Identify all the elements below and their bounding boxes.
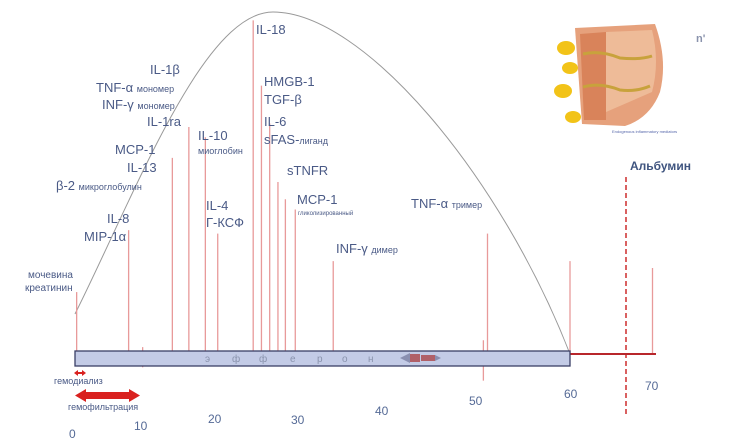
label-urea: мочевина <box>28 270 73 281</box>
label-stnfr: sTNFR <box>287 163 328 178</box>
membrane-pore-illustration: n' Endogenous inflammatory mediators <box>554 24 706 134</box>
label-infg-monomer: INF-γ мономер <box>102 97 175 112</box>
track-letter: ф <box>259 353 267 365</box>
track-letter: р <box>317 354 323 365</box>
inset-caption: Endogenous inflammatory mediators <box>612 129 677 134</box>
mediator-labels: мочевина креатинин IL-8 MIP-1α β-2 микро… <box>25 22 691 294</box>
label-il1ra: IL-1ra <box>147 114 182 129</box>
axis-tick-labels: 0 10 20 30 40 50 60 70 <box>69 379 659 438</box>
label-b2m: β-2 микроглобулин <box>56 178 142 193</box>
label-myoglobin: миоглобин <box>198 146 243 156</box>
label-tgfb: TGF-β <box>264 92 302 107</box>
label-il10: IL-10 <box>198 128 228 143</box>
label-mcp1: MCP-1 <box>115 142 155 157</box>
tick-label: 10 <box>134 419 148 433</box>
tick-label: 40 <box>375 404 389 418</box>
marker-lines <box>76 20 654 381</box>
tick-label: 20 <box>208 412 222 426</box>
label-infg-dimer: INF-γ димер <box>336 241 398 256</box>
label-tnfa-trimer: TNF-α тример <box>411 196 482 211</box>
label-mcp1-glyco: MCP-1 <box>297 192 337 207</box>
tick-label: 70 <box>645 379 659 393</box>
label-albumin: Альбумин <box>630 159 691 173</box>
hemofiltration-label: гемофильтрация <box>68 402 138 412</box>
tick-label: 0 <box>69 427 76 438</box>
track-letter: н <box>368 354 374 365</box>
hemofiltration-arrow <box>75 389 140 402</box>
label-creatinine: креатинин <box>25 283 73 294</box>
label-il8: IL-8 <box>107 211 129 226</box>
label-mip1a: MIP-1α <box>84 229 127 244</box>
track-letter: е <box>290 354 296 365</box>
label-tnfa-monomer: TNF-α мономер <box>96 80 174 95</box>
label-il6: IL-6 <box>264 114 286 129</box>
hemodialysis-label: гемодиализ <box>54 376 103 386</box>
track-letter: о <box>342 354 348 365</box>
label-sfas: sFAS-лиганд <box>264 132 329 147</box>
inset-logo-fragment: n' <box>696 33 706 45</box>
tick-label: 50 <box>469 394 483 408</box>
label-hmgb1: HMGB-1 <box>264 74 315 89</box>
label-gcsf: Г-КСФ <box>206 215 244 230</box>
label-il13: IL-13 <box>127 160 157 175</box>
track-letters: э ф ф е р о н <box>205 353 374 365</box>
track-letter: ф <box>232 353 240 365</box>
track-letter: э <box>205 354 210 365</box>
tick-label: 30 <box>291 413 305 427</box>
label-glycosylated: гликолизированный <box>298 210 353 217</box>
membrane-track <box>74 350 571 367</box>
hemodialysis-arrow <box>74 370 86 376</box>
label-il18: IL-18 <box>256 22 286 37</box>
tick-label: 60 <box>564 387 578 401</box>
sieving-curve <box>74 11 571 355</box>
label-il1b: IL-1β <box>150 62 180 77</box>
label-il4: IL-4 <box>206 198 228 213</box>
track-slider-icon <box>400 353 441 363</box>
